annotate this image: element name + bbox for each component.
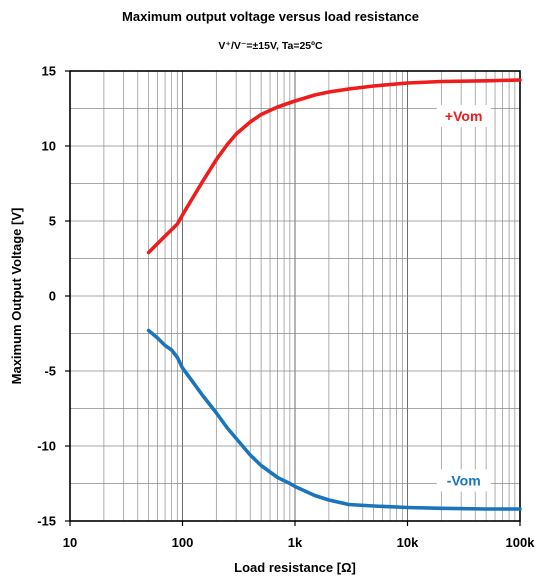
y-tick-label: -10: [37, 439, 56, 454]
series-line-plus-vom: [146, 78, 522, 255]
y-axis-label: Maximum Output Voltage [V]: [9, 208, 24, 385]
y-tick-label: 15: [42, 64, 56, 79]
y-tick-label: 5: [49, 214, 56, 229]
x-tick-label: 100: [172, 535, 194, 550]
x-tick-label: 10: [63, 535, 77, 550]
y-tick-label: 10: [42, 139, 56, 154]
chart-subtitle: V⁺/V⁻=±15V, Ta=25ºC: [218, 40, 323, 52]
x-tick-label: 10k: [397, 535, 419, 550]
series-label: +Vom: [445, 108, 482, 124]
y-tick-label: 0: [49, 289, 56, 304]
x-tick-label: 1k: [288, 535, 303, 550]
y-tick-label: -15: [37, 514, 56, 529]
x-axis-label: Load resistance [Ω]: [234, 560, 356, 575]
series-label-background: [436, 469, 491, 492]
x-tick-label: 100k: [506, 535, 536, 550]
series-label: -Vom: [447, 473, 481, 489]
chart-title: Maximum output voltage versus load resis…: [122, 9, 419, 24]
series-line-minus-vom: [146, 328, 522, 511]
series-label-background: [436, 105, 491, 127]
y-tick-label: -5: [44, 364, 56, 379]
